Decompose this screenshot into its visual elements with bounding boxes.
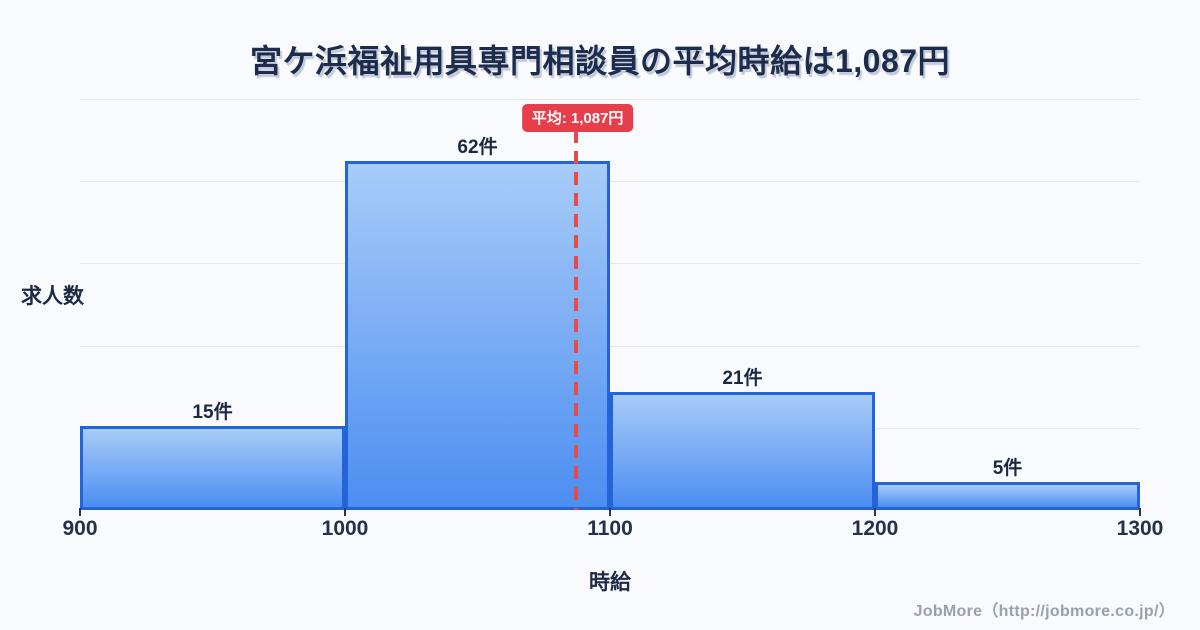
bar-count-label: 62件: [457, 136, 498, 158]
average-line: [573, 130, 578, 510]
x-axis-label: 時給: [589, 571, 631, 594]
x-axis-tick: [1139, 508, 1141, 516]
x-axis-tick: [344, 508, 346, 516]
bar-count-label: 15件: [192, 401, 233, 423]
gridline: [80, 181, 1140, 183]
bar-count-label: 5件: [992, 457, 1023, 479]
x-axis-tick-label: 1000: [321, 517, 369, 540]
x-axis-tick-label: 1300: [1116, 517, 1164, 540]
y-axis-label: 求人数: [21, 285, 84, 308]
x-axis-tick-label: 1100: [587, 517, 633, 540]
gridline: [80, 263, 1140, 265]
chart-title: 宮ケ浜福祉用具専門相談員の平均時給は1,087円: [249, 43, 951, 79]
plot-area: 15件 62件 21件 5件 900 1000 1100 1200 1300: [62, 99, 1163, 540]
x-axis-tick-label: 1200: [851, 517, 899, 540]
histogram-bar: [610, 391, 875, 510]
x-axis-tick: [79, 508, 81, 516]
average-badge: 平均: 1,087円: [521, 104, 634, 132]
x-axis-tick-label: 900: [62, 517, 98, 540]
gridline: [80, 99, 1140, 100]
histogram-bar: [345, 160, 610, 510]
x-axis-tick: [874, 508, 876, 516]
histogram-bar: [80, 425, 345, 510]
footer-credit: JobMore（http://jobmore.co.jp/）: [913, 603, 1175, 620]
histogram-bar: [875, 481, 1140, 510]
gridline: [80, 345, 1140, 347]
bar-count-label: 21件: [722, 367, 763, 389]
x-axis-tick: [609, 508, 611, 516]
